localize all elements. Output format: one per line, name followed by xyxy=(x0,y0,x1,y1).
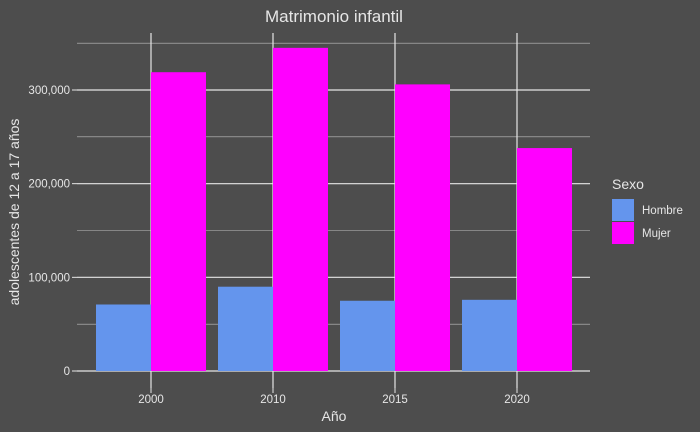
legend: Sexo Hombre Mujer xyxy=(612,176,683,244)
y-tick-label-0: 0 xyxy=(64,366,70,378)
legend-title: Sexo xyxy=(612,176,644,192)
bar-hombre-2000 xyxy=(96,304,151,371)
y-tick-label-3: 300,000 xyxy=(28,85,70,97)
x-tick-label-3: 2020 xyxy=(504,394,530,406)
x-tick-label-0: 2000 xyxy=(138,394,164,406)
legend-label-hombre: Hombre xyxy=(642,205,683,217)
legend-swatch-mujer xyxy=(612,222,634,244)
bar-mujer-2010 xyxy=(273,47,328,371)
x-tick-label-2: 2015 xyxy=(382,394,408,406)
bar-mujer-2015 xyxy=(395,84,450,371)
x-tick-label-1: 2010 xyxy=(260,394,286,406)
axes: 0 100,000 200,000 300,000 2000 2010 2015 2020 xyxy=(28,85,529,406)
y-tick-label-1: 100,000 xyxy=(28,272,70,284)
legend-label-mujer: Mujer xyxy=(642,228,671,240)
bar-mujer-2020 xyxy=(517,148,572,371)
bar-hombre-2015 xyxy=(340,300,395,371)
bar-hombre-2010 xyxy=(218,286,273,371)
x-axis-label: Año xyxy=(322,408,347,424)
y-axis-label: adolescentes de 12 a 17 años xyxy=(6,119,22,306)
chart-title: Matrimonio infantil xyxy=(265,7,403,26)
y-tick-label-2: 200,000 xyxy=(28,179,70,191)
bar-hombre-2020 xyxy=(462,299,517,371)
bar-mujer-2000 xyxy=(151,72,206,371)
legend-swatch-hombre xyxy=(612,199,634,221)
bars xyxy=(96,47,572,371)
